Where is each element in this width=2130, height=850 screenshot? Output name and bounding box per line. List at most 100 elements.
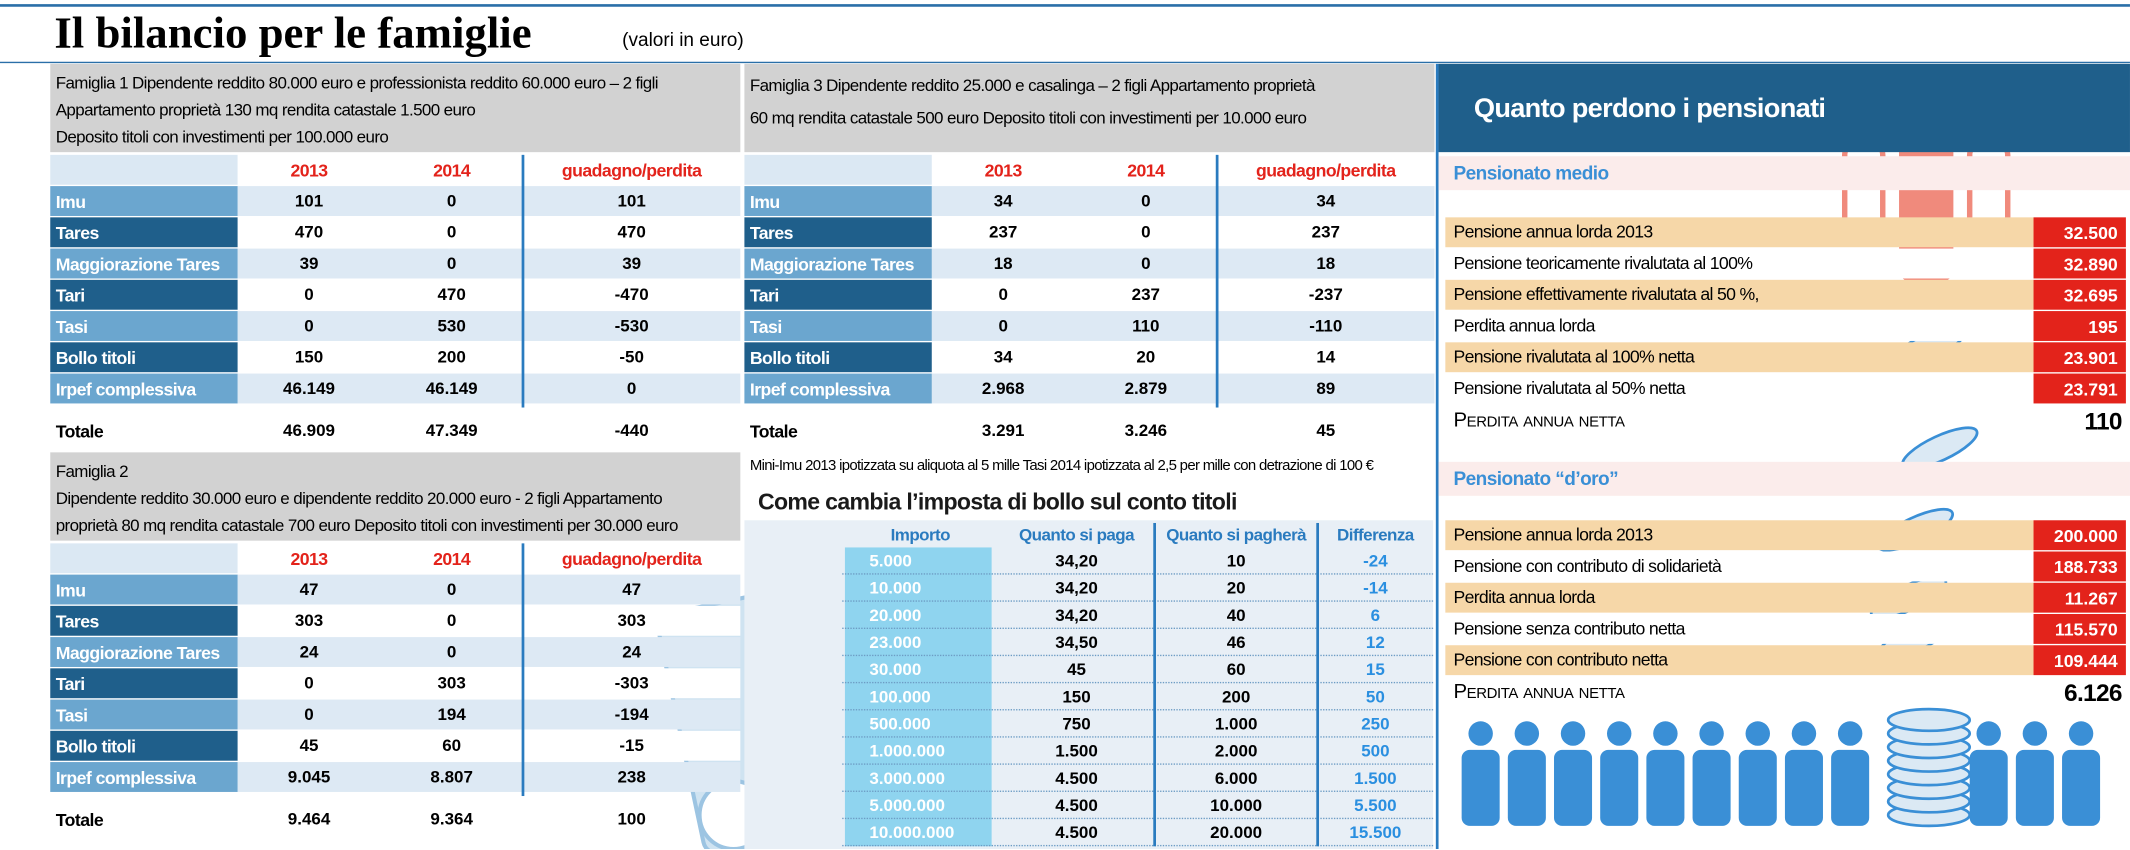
bollo-cell: -24 [1363,551,1388,571]
pension-value: 23.791 [2033,373,2126,404]
cell-value: 0 [1141,191,1151,211]
bollo-cell: 12 [1365,633,1385,653]
cell-value: 110 [1132,316,1160,336]
total-value: 45 [1316,421,1336,441]
total-label: Totale [55,808,104,830]
pension-row-bg [1445,373,2034,404]
cell-value: 237 [1131,285,1160,305]
row-label: Bollo titoli [50,730,238,761]
cell-value: 470 [294,222,324,242]
bollo-cell: 1.000.000 [869,741,945,761]
bollo-cell: 500.000 [869,714,931,734]
family-description: Deposito titoli con investimenti per 100… [55,127,389,147]
header-label-cell [50,543,238,574]
pension-row-bg [1445,217,2034,248]
cell-value: 0 [446,642,457,662]
cell-value: -50 [619,347,644,367]
pension-value: 195 [2033,311,2126,341]
row-label: Irpef complessiva [744,373,932,404]
family-description: Appartamento proprietà 130 mq rendita ca… [55,100,476,120]
row-bg [237,186,741,216]
bollo-column-header: Importo [890,525,951,545]
icon [1653,721,1678,746]
pension-label: Pensione senza contributo netta [1453,618,1685,639]
row-sep [842,844,1434,847]
icon [1745,721,1770,746]
row-label: Tasi [50,699,238,730]
bollo-cell: 23.000 [869,633,922,653]
row-bg [237,668,741,699]
pension-row-bg [1445,551,2034,582]
row-bg [931,217,1435,248]
bollo-cell: 20 [1226,578,1246,598]
pension-value: 32.890 [2033,248,2126,279]
icon [1606,721,1632,746]
row-sep [842,681,1434,684]
pension-row-bg [1445,645,2034,676]
cell-value: 0 [304,673,314,693]
cell-value: 237 [989,222,1018,242]
pension-value: 11.267 [2033,582,2126,613]
row-label: Tari [50,279,238,310]
row-sep [842,600,1434,602]
pension-value: 32.500 [2033,217,2126,248]
total-value: 46.909 [283,421,335,441]
bollo-cell: 34,20 [1055,551,1098,571]
pension-label: Pensione rivalutata al 100% netta [1453,346,1695,367]
pension-row-bg [1445,582,2034,613]
row-bg [237,605,741,636]
cell-value: 0 [304,705,314,725]
row-label: Maggiorazione Tares [744,248,932,279]
family-description: Famiglia 1 Dipendente reddito 80.000 eur… [55,73,659,93]
bollo-column-header: Quanto si paga [1018,525,1135,545]
icon [1784,749,1823,826]
bollo-cell: 4.500 [1055,823,1098,843]
bollo-cell: 100.000 [869,687,931,707]
icon [1837,721,1863,746]
bollo-cell: 34,50 [1055,633,1098,653]
icon [1554,749,1593,826]
cell-value: 9.045 [287,767,331,787]
row-bg [237,279,741,310]
row-bg [237,762,741,792]
pension-label: Pensione rivalutata al 50% netta [1453,377,1686,399]
pension-row-bg [1445,342,2034,373]
total-value: -440 [614,421,649,441]
header-label-cell [744,154,932,185]
bollo-cell: 4.500 [1055,768,1098,788]
total-value: 3.291 [981,421,1025,441]
bollo-cell: 150 [1062,687,1091,707]
row-label: Maggiorazione Tares [50,248,238,279]
bollo-cell: 200 [1221,687,1251,707]
result-value: 110 [2084,406,2122,435]
row-label: Maggiorazione Tares [50,637,238,667]
bollo-cell: 6.000 [1214,768,1258,788]
cell-value: 303 [294,611,324,631]
row-label: Tares [50,217,238,248]
row-label: Tares [744,217,932,248]
bollo-cell: 45 [1067,660,1086,680]
icon [1461,749,1500,826]
row-bg [931,248,1435,279]
row-sep [842,709,1434,711]
header-label-cell [50,154,238,185]
bollo-cell: 6 [1370,605,1381,625]
icon [1468,721,1493,746]
icon [1738,749,1777,826]
row-label: Imu [744,186,932,216]
title: Il bilancio per le famiglie [54,9,532,59]
pension-row-bg [1445,520,2034,551]
pension-label: Pensione teoricamente rivalutata al 100% [1453,252,1753,274]
pension-value: 200.000 [2033,520,2126,551]
cell-value: 24 [299,642,319,662]
cell-value: 46.149 [283,378,335,399]
cell-value: 18 [1316,254,1336,274]
cell-value: 303 [437,673,466,693]
column-header: 2014 [1074,154,1218,185]
cell-value: -470 [614,285,649,305]
cell-value: 101 [294,191,324,211]
cell-value: 0 [446,191,457,211]
icon [2068,721,2094,746]
column-header: 2013 [237,154,381,185]
cell-value: 530 [437,316,466,336]
